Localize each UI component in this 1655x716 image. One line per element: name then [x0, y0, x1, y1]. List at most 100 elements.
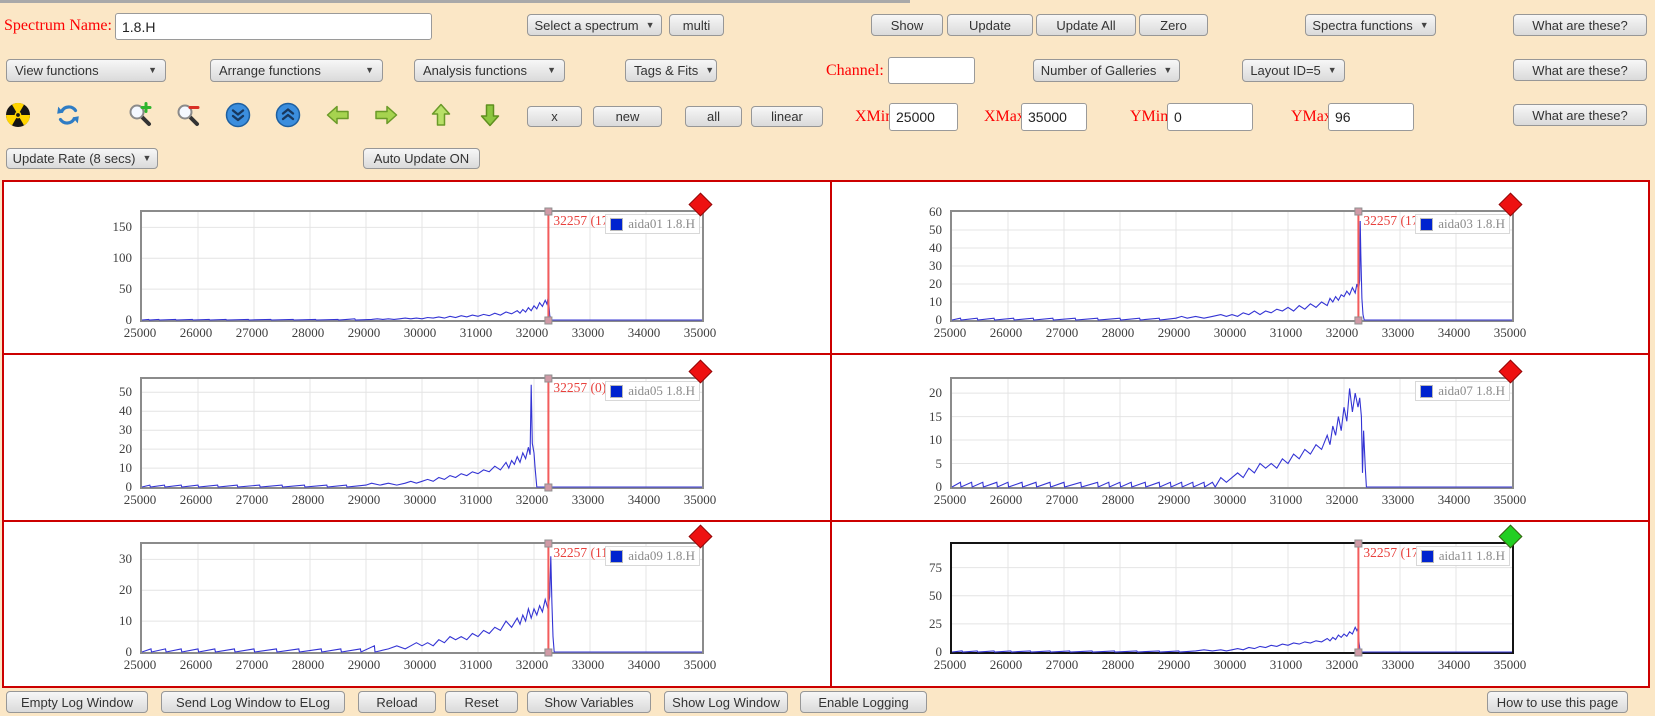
- x-tick-label: 31000: [1269, 657, 1303, 672]
- chart-cell-aida11[interactable]: 32257 (17) aida11 1.8.H 0 25 50 75 25000 26000 2…: [832, 522, 1648, 686]
- update-rate-dropdown[interactable]: Update Rate (8 secs) ▼: [6, 148, 158, 169]
- x-tick-label: 35000: [683, 492, 717, 507]
- x-tick-label: 33000: [1381, 492, 1415, 507]
- x-tick-label: 30000: [403, 325, 437, 340]
- chevron-down-icon: ▼: [1163, 65, 1173, 75]
- plot-frame-aida11[interactable]: 32257 (17) aida11 1.8.H: [950, 524, 1523, 657]
- analysis-functions-dropdown[interactable]: Analysis functions ▼: [414, 59, 565, 82]
- x-tick-label: 25000: [123, 492, 157, 507]
- show-button[interactable]: Show: [871, 14, 943, 36]
- spectrum-plot-aida11: [951, 539, 1512, 657]
- new-button[interactable]: new: [593, 106, 662, 127]
- chart-cell-aida01[interactable]: 32257 (17) aida01 1.8.H 0 50 100 150 25000 2600…: [4, 182, 832, 355]
- plot-frame-aida09[interactable]: 32257 (11) aida09 1.8.H: [140, 524, 713, 657]
- legend-aida05: aida05 1.8.H: [605, 381, 700, 401]
- zoom-in-icon[interactable]: [127, 102, 153, 128]
- x-tick-label: 35000: [1493, 492, 1527, 507]
- spectrum-name-input[interactable]: [115, 13, 432, 40]
- spectra-functions-dropdown[interactable]: Spectra functions ▼: [1305, 14, 1436, 36]
- x-tick-label: 29000: [1157, 492, 1191, 507]
- reset-button[interactable]: Reset: [445, 691, 518, 713]
- auto-update-button[interactable]: Auto Update ON: [363, 148, 480, 169]
- how-to-use-button[interactable]: How to use this page: [1487, 691, 1628, 713]
- plot-frame-aida03[interactable]: 32257 (17) aida03 1.8.H: [950, 192, 1523, 325]
- x-tick-label: 35000: [683, 657, 717, 672]
- plot-area-aida01: 32257 (17) aida01 1.8.H 0 50 100 150 25000 2600…: [113, 192, 716, 340]
- x-tick-label: 26000: [989, 325, 1023, 340]
- y-tick-label: 0: [125, 312, 133, 327]
- pan-right-icon[interactable]: [373, 102, 399, 128]
- pan-down-icon[interactable]: [477, 102, 503, 128]
- layout-id-dropdown[interactable]: Layout ID=5 ▼: [1242, 59, 1345, 82]
- x-tick-label: 25000: [933, 492, 967, 507]
- select-spectrum-dropdown[interactable]: Select a spectrum ▼: [527, 14, 662, 36]
- all-button[interactable]: all: [685, 106, 742, 127]
- plot-frame-aida01[interactable]: 32257 (17) aida01 1.8.H: [140, 192, 713, 325]
- pan-up-icon[interactable]: [428, 102, 454, 128]
- update-button[interactable]: Update: [947, 14, 1033, 36]
- number-of-galleries-dropdown[interactable]: Number of Galleries ▼: [1033, 59, 1180, 82]
- chevron-down-icon: ▼: [705, 65, 715, 75]
- x-tick-label: 32000: [515, 325, 549, 340]
- tags-fits-dropdown[interactable]: Tags & Fits ▼: [625, 59, 717, 82]
- channel-input[interactable]: [888, 57, 975, 84]
- x-tick-label: 31000: [1269, 325, 1303, 340]
- enable-logging-button[interactable]: Enable Logging: [800, 691, 927, 713]
- x-tick-label: 27000: [1045, 657, 1079, 672]
- y-tick-label: 20: [929, 385, 942, 401]
- pan-left-icon[interactable]: [325, 102, 351, 128]
- ymax-input[interactable]: [1328, 103, 1414, 131]
- multi-button[interactable]: multi: [669, 14, 724, 36]
- y-tick-label: 50: [929, 587, 942, 603]
- view-functions-dropdown[interactable]: View functions ▼: [6, 59, 166, 82]
- reload-button[interactable]: Reload: [358, 691, 436, 713]
- xmax-input[interactable]: [1021, 103, 1087, 131]
- show-variables-button[interactable]: Show Variables: [527, 691, 651, 713]
- chart-cell-aida09[interactable]: 32257 (11) aida09 1.8.H 0 10 20 30 25000 26000 2…: [4, 522, 832, 686]
- ymax-label: YMax: [1291, 108, 1332, 125]
- arrange-functions-dropdown[interactable]: Arrange functions ▼: [210, 59, 383, 82]
- linear-button[interactable]: linear: [751, 106, 823, 127]
- y-tick-label: 50: [119, 384, 132, 400]
- marker-label-aida05: 32257 (0): [553, 380, 607, 395]
- x-tick-label: 26000: [989, 492, 1023, 507]
- zoom-out-icon[interactable]: [175, 102, 201, 128]
- chevron-down-icon: ▼: [1327, 65, 1337, 75]
- chevron-down-icon: ▼: [547, 65, 556, 75]
- chart-cell-aida03[interactable]: 32257 (17) aida03 1.8.H 0 10 20 30 40 50 60 25000…: [832, 182, 1648, 355]
- ymin-input[interactable]: [1167, 103, 1253, 131]
- x-tick-label: 34000: [1437, 657, 1471, 672]
- y-tick-label: 0: [125, 479, 133, 494]
- chevron-down-icon: ▼: [1419, 19, 1429, 30]
- marker-label-aida09: 32257 (11): [553, 545, 613, 560]
- plot-frame-aida05[interactable]: 32257 (0) aida05 1.8.H: [140, 359, 713, 492]
- help-button-row1[interactable]: What are these?: [1513, 14, 1647, 36]
- x-tick-label: 31000: [1269, 492, 1303, 507]
- update-all-button[interactable]: Update All: [1036, 14, 1136, 36]
- y-tick-label: 25: [929, 615, 942, 631]
- chart-cell-aida05[interactable]: 32257 (0) aida05 1.8.H 0 10 20 30 40 50 25000 260…: [4, 355, 832, 522]
- x-tick-label: 30000: [403, 657, 437, 672]
- zero-button[interactable]: Zero: [1139, 14, 1208, 36]
- chart-cell-aida07[interactable]: aida07 1.8.H 0 5 10 15 20 25000 26000 27000 28000…: [832, 355, 1648, 522]
- show-log-window-button[interactable]: Show Log Window: [664, 691, 788, 713]
- help-button-row3[interactable]: What are these?: [1513, 104, 1647, 126]
- scroll-down-icon[interactable]: [225, 102, 251, 128]
- plot-frame-aida07[interactable]: aida07 1.8.H: [950, 359, 1523, 489]
- empty-log-window-button[interactable]: Empty Log Window: [6, 691, 148, 713]
- send-log-to-elog-button[interactable]: Send Log Window to ELog: [161, 691, 345, 713]
- xmin-label: XMin: [855, 108, 894, 125]
- y-tick-label: 30: [929, 258, 942, 273]
- help-button-row2[interactable]: What are these?: [1513, 59, 1647, 81]
- legend-swatch-icon: [1420, 217, 1434, 231]
- refresh-icon[interactable]: [55, 102, 81, 128]
- legend-label-aida05: aida05 1.8.H: [628, 383, 695, 398]
- x-tick-label: 29000: [1157, 325, 1191, 340]
- x-button[interactable]: x: [527, 106, 582, 127]
- chevron-down-icon: ▼: [148, 65, 157, 75]
- marker-label-aida11: 32257 (17): [1363, 545, 1424, 560]
- radiation-icon[interactable]: [5, 102, 31, 128]
- scroll-up-icon[interactable]: [275, 102, 301, 128]
- xmin-input[interactable]: [889, 103, 958, 131]
- x-tick-label: 25000: [933, 657, 967, 672]
